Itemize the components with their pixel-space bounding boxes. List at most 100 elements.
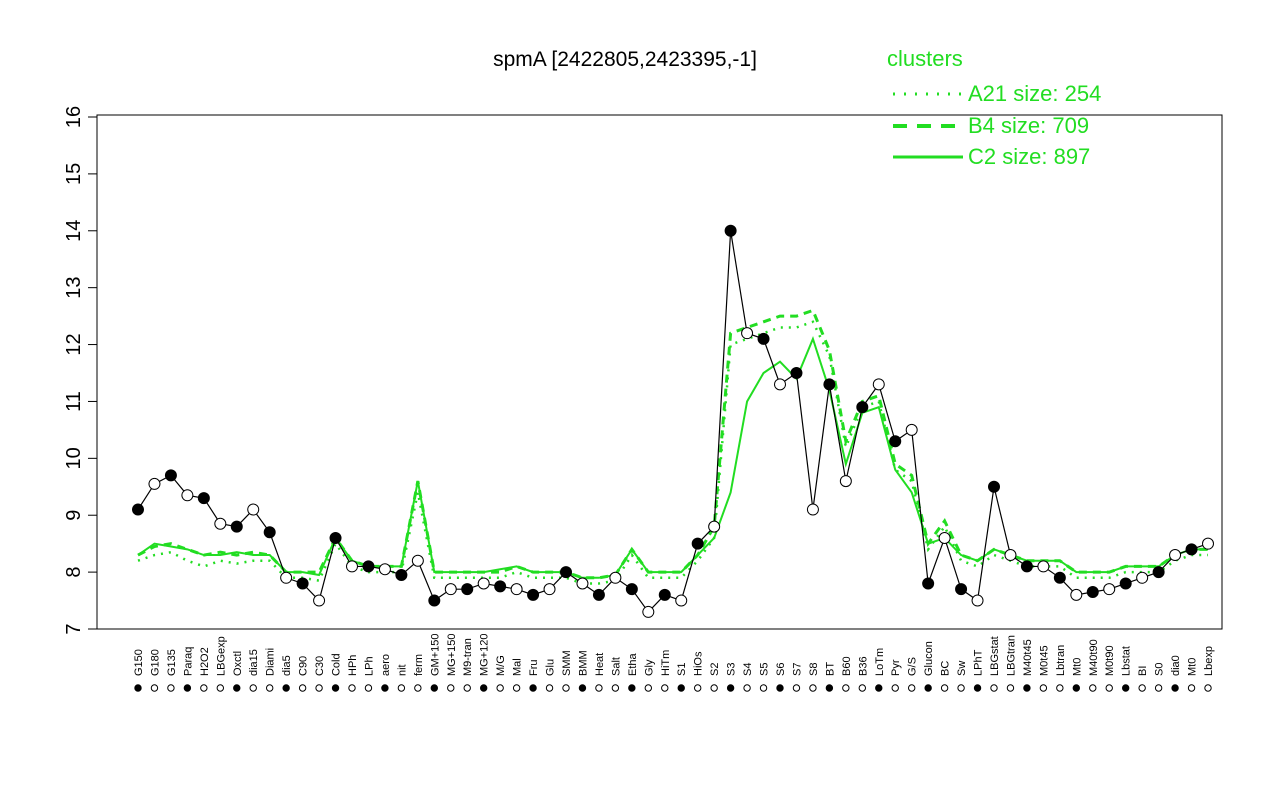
x-tick-label: Etha (627, 652, 639, 676)
x-tick-marker (1006, 684, 1015, 692)
data-point (938, 531, 951, 544)
x-tick-marker (858, 684, 867, 692)
data-point (510, 583, 523, 596)
x-tick-marker (809, 684, 817, 692)
x-tick-marker (430, 684, 439, 692)
data-point (313, 594, 326, 607)
observed-line (137, 230, 1209, 613)
x-tick-label: HPh (347, 655, 359, 676)
x-tick-marker (447, 684, 455, 692)
x-tick-marker (134, 684, 142, 692)
x-tick-marker (265, 684, 274, 692)
data-point (872, 378, 885, 391)
data-point (955, 583, 968, 596)
x-tick-label: G150 (133, 649, 145, 676)
x-tick-label: S5 (759, 663, 771, 676)
y-tick-label: 15 (63, 163, 85, 185)
x-tick-label: MG+150 (446, 634, 458, 677)
data-point (988, 480, 1000, 493)
x-tick-label: LBGtran (1005, 635, 1017, 676)
x-tick-marker (677, 684, 685, 692)
x-tick-marker (907, 684, 916, 692)
x-tick-marker (364, 684, 373, 692)
x-tick-marker (331, 684, 340, 692)
data-point (477, 577, 490, 590)
x-tick-label: H2O2 (199, 647, 211, 676)
data-point (592, 588, 605, 601)
x-tick-label: M9-tran (462, 638, 474, 676)
data-point (1053, 571, 1066, 584)
x-tick-marker (1154, 684, 1163, 692)
series-line-b4 (137, 308, 1208, 580)
x-tick-label: M0t45 (1038, 645, 1050, 676)
data-point (411, 554, 424, 567)
x-tick-marker (562, 684, 570, 692)
x-tick-marker (183, 684, 192, 692)
x-tick-label: S4 (742, 663, 754, 676)
plot-frame (96, 114, 1223, 630)
x-tick-marker (298, 684, 307, 692)
x-tick-label: B36 (857, 656, 869, 676)
x-tick-marker (150, 684, 159, 692)
data-point (362, 560, 375, 573)
x-tick-label: G/S (907, 657, 919, 676)
x-tick-label: Gly (643, 659, 655, 676)
x-tick-label: Heat (594, 653, 606, 676)
x-tick-label: BI (1137, 666, 1149, 676)
x-tick-marker (282, 684, 290, 692)
data-points (132, 224, 1214, 618)
data-point (1202, 537, 1214, 550)
x-tick-marker (973, 684, 982, 692)
x-tick-marker (1171, 684, 1179, 692)
data-point (1169, 549, 1182, 562)
x-tick-label: nit (396, 664, 408, 676)
x-tick-marker (1121, 684, 1130, 692)
data-point (691, 537, 704, 550)
data-point (658, 588, 671, 601)
x-tick-label: MG+120 (479, 634, 491, 677)
data-point (164, 469, 177, 482)
x-tick-marker (693, 684, 702, 692)
x-tick-marker (891, 684, 899, 692)
data-point (1103, 583, 1116, 596)
data-point (757, 332, 770, 345)
x-tick-label: Glucon (923, 641, 935, 676)
y-tick-label: 16 (63, 106, 85, 128)
x-tick-label: Paraq (182, 647, 194, 676)
data-point (230, 520, 243, 533)
x-tick-label: G135 (166, 649, 178, 676)
x-tick-marker (315, 684, 323, 692)
x-tick-label: dia15 (248, 649, 260, 676)
data-point (1037, 560, 1050, 573)
x-tick-marker (1056, 684, 1064, 692)
data-point (708, 520, 721, 533)
x-tick-label: Lbexp (1203, 646, 1215, 676)
data-point (741, 327, 754, 340)
x-tick-marker (200, 684, 208, 692)
x-tick-marker (397, 684, 406, 692)
data-point (806, 503, 819, 516)
data-point (148, 477, 161, 490)
x-tick-label: LoTm (874, 648, 886, 676)
x-tick-marker (1072, 684, 1081, 692)
x-tick-label: B60 (841, 656, 853, 676)
data-point (247, 503, 260, 516)
x-tick-marker (496, 684, 504, 692)
x-tick-label: BT (824, 662, 836, 676)
x-tick-label: LPhT (973, 649, 985, 676)
series-line-c2 (137, 335, 1208, 579)
data-point (1020, 560, 1033, 573)
x-tick-marker (710, 684, 718, 692)
x-tick-label: LBGstat (989, 636, 1001, 676)
y-tick-label: 13 (63, 277, 85, 299)
x-tick-marker (1187, 684, 1196, 692)
x-tick-marker (1023, 684, 1031, 692)
data-point (609, 571, 622, 584)
data-point (675, 594, 688, 607)
data-point (889, 435, 902, 448)
y-tick-label: 14 (63, 220, 85, 242)
data-point (543, 583, 556, 596)
x-tick-marker (249, 684, 257, 692)
x-tick-label: Salt (610, 657, 622, 676)
